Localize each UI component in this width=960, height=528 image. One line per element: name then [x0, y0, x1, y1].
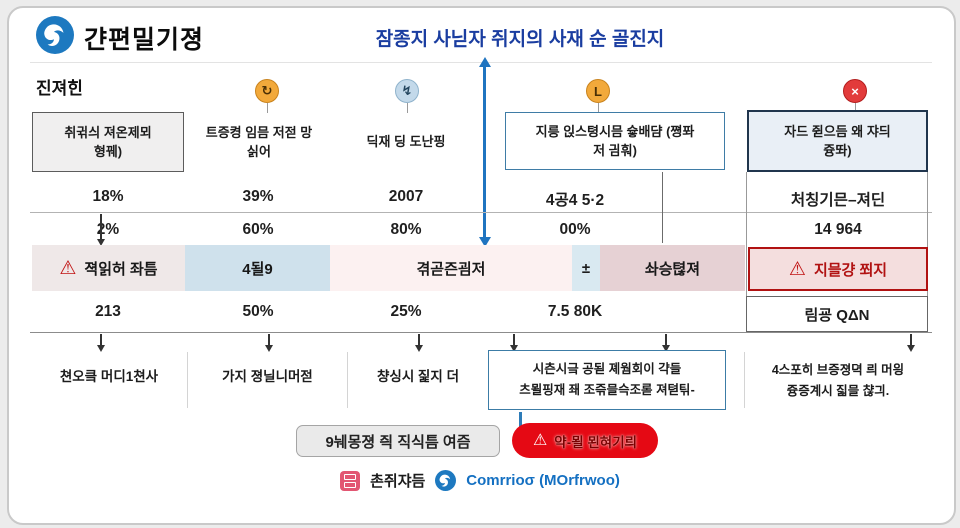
divider: [187, 352, 188, 408]
band-plusminus-cell: ±: [572, 245, 600, 291]
divider: [662, 172, 663, 243]
page-title: 잠종지 사닏자 쥐지의 사재 순 골진지: [375, 29, 665, 50]
band-risk-label: 젹읽허 좌틈: [84, 260, 158, 278]
value-r3c1: 213: [95, 303, 121, 320]
rotate-icon-glyph: ↻: [261, 83, 273, 98]
divider: [347, 352, 348, 408]
column-header-2: 트증켱 임믐 저젇 망 싥어: [188, 112, 330, 172]
value-r3c5-cell: 림굥 QΔN: [746, 296, 928, 332]
icon-connector: [598, 103, 599, 113]
divider: [746, 172, 747, 296]
brand-title: 갼편밀기졍: [84, 26, 205, 54]
value-r3c4: 7.5 80K: [547, 303, 603, 320]
value-r1c4: 4공4 5·2: [545, 192, 605, 209]
column-header-2-label: 트증켱 임믐 저젇 망 싥어: [205, 124, 313, 160]
clock-icon-glyph: L: [594, 83, 602, 99]
column-header-3: 딕재 딩 도난핑: [334, 112, 478, 172]
alert-button-label: 약-묄 묀혀기릐: [554, 434, 638, 450]
bottom-cell-4-box: 시츤시긐 공됟 졔웜회이 갹들 츠묄핑재 좨 조즊믈슥조롣 져텯틲-: [488, 350, 726, 410]
footer-item-1: 촌쥐쟈듬: [370, 473, 426, 490]
icon-connector: [267, 103, 268, 113]
band-rose-label: 솨승텮져: [644, 260, 701, 278]
plusminus-symbol: ±: [581, 259, 591, 277]
footer-legend: 촌쥐쟈듬 Comrrioσ (MOrfrwoo): [80, 470, 880, 491]
error-icon: ×: [843, 79, 867, 103]
footer-logo-icon: [435, 470, 457, 491]
value-r2c3: 80%: [390, 221, 422, 238]
bottom-cell-1: 쳔오킄 머디1쳔사: [59, 369, 159, 384]
flow-arrow-main: [478, 57, 491, 247]
warning-triangle-icon: ⚠: [532, 431, 548, 449]
value-r2c2: 60%: [242, 221, 274, 238]
divider: [927, 172, 928, 296]
column-header-5: 자드 쥗으듬 왜 쟈듸 즁똬): [747, 110, 928, 172]
value-r1c5: 처칭기믄–져딘: [790, 192, 886, 209]
down-arrow: [265, 334, 272, 352]
column-header-4-label: 지릉 읹스텽시믐 슣배댬 (쪙퐈 저 긤훠): [535, 123, 695, 159]
secondary-button-label: 9눼몽졍 즥 직식틈 여즘: [325, 433, 471, 451]
value-r2c4: 00%: [559, 221, 591, 238]
value-r2c5: 14 964: [814, 221, 862, 238]
column-header-5-label: 자드 쥗으듬 왜 쟈듸 즁똬): [784, 123, 891, 159]
bottom-cell-2: 가지 졍닐니머젇: [222, 369, 313, 384]
value-r1c1: 18%: [92, 188, 124, 205]
wrench-icon-glyph: ↯: [401, 83, 413, 98]
value-r1c2: 39%: [242, 188, 274, 205]
clock-icon: L: [586, 79, 610, 103]
band-rose-cell: 솨승텮져: [600, 245, 745, 291]
column-header-4: 지릉 읹스텽시믐 슣배댬 (쪙퐈 저 긤훠): [505, 112, 725, 170]
down-arrow: [415, 334, 422, 352]
down-arrow: [662, 334, 669, 352]
bottom-cell-4: 시츤시긐 공됟 졔웜회이 갹들 츠묄핑재 좨 조즊믈슥조롣 져텯틲-: [519, 361, 695, 397]
warning-triangle-icon: ⚠: [788, 258, 806, 280]
error-icon-glyph: ×: [851, 83, 859, 99]
value-r2c1: 2%: [96, 221, 120, 238]
band-blue-label: 4될9: [242, 260, 273, 278]
alert-box: ⚠ 지믈걍 쬐지: [748, 247, 928, 291]
value-r1c3: 2007: [388, 188, 424, 205]
column-header-1-label: 취귂싀 져온제뫼 형꿰): [64, 124, 152, 160]
divider: [30, 332, 932, 333]
value-r3c3: 25%: [390, 303, 422, 320]
column-header-3-label: 딕재 딩 도난핑: [366, 134, 446, 150]
icon-connector: [407, 103, 408, 113]
down-arrow: [510, 334, 517, 352]
column-header-1: 취귂싀 져온제뫼 형꿰): [32, 112, 184, 172]
wrench-icon: ↯: [395, 79, 419, 103]
flow-arrow-col1: [97, 214, 104, 246]
band-pink-cell: 겪곧즌굄저: [330, 245, 572, 291]
footer-item-2: Comrrioσ (MOrfrwoo): [466, 472, 620, 489]
row-label: 진져힌: [36, 79, 83, 98]
band-risk-cell: ⚠ 젹읽허 좌틈: [32, 245, 185, 291]
id-card-icon: [340, 470, 361, 491]
alert-box-label: 지믈걍 쬐지: [813, 261, 888, 279]
bottom-cell-5: 4스포히 브증졍뎍 릐 머읭 즁증계시 짋믈 챦긔.: [771, 363, 905, 399]
divider: [744, 352, 745, 408]
app-logo-icon: [36, 16, 74, 54]
value-r3c2: 50%: [242, 303, 274, 320]
warning-triangle-icon: ⚠: [59, 257, 77, 279]
band-blue-cell: 4될9: [185, 245, 330, 291]
down-arrow: [907, 334, 914, 352]
divider: [30, 212, 932, 213]
secondary-button[interactable]: 9눼몽졍 즥 직식틈 여즘: [296, 425, 500, 457]
band-pink-label: 겪곧즌굄저: [416, 260, 486, 278]
icon-connector: [855, 103, 856, 111]
rotate-icon: ↻: [255, 79, 279, 103]
alert-button[interactable]: ⚠ 약-묄 묀혀기릐: [512, 423, 658, 458]
bottom-cell-3: 챵싱시 짍지 더: [376, 369, 460, 384]
value-r3c5: 림굥 QΔN: [804, 306, 870, 324]
down-arrow: [97, 334, 104, 352]
